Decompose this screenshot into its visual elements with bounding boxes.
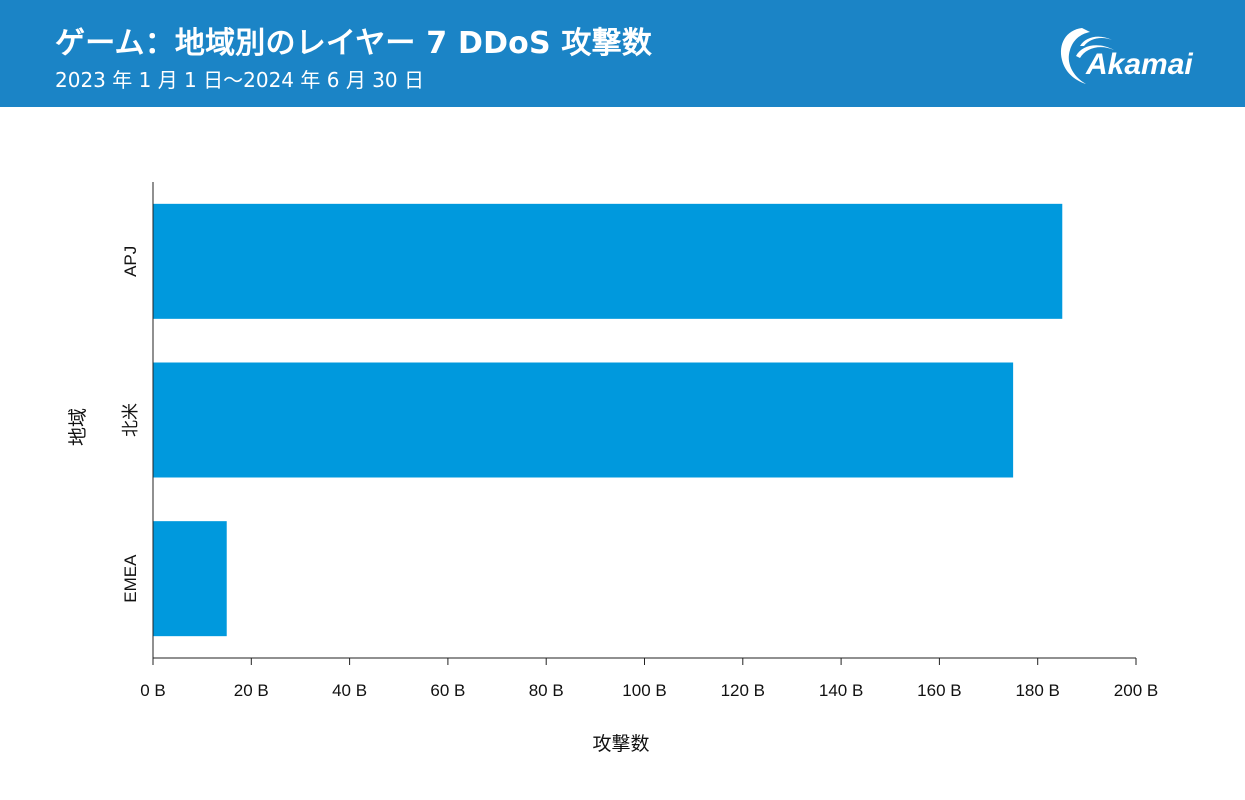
y-axis-title: 地域: [67, 408, 89, 446]
axes-group: APJ 北米 EMEA 0 B 20 B 40 B 60 B 80 B 100 B 120 B 14…: [121, 182, 1158, 700]
x-tick-label: 80 B: [529, 681, 564, 700]
bar-0: [153, 203, 1063, 319]
x-tick-label: 120 B: [721, 681, 765, 700]
x-tick-label: 140 B: [819, 681, 863, 700]
x-tick-label: 100 B: [622, 681, 666, 700]
x-tick-label: 40 B: [332, 681, 367, 700]
y-tick-label: EMEA: [121, 554, 140, 603]
bar-1: [153, 362, 1014, 478]
x-tick-label: 20 B: [234, 681, 269, 700]
logo-text: Akamai: [1085, 48, 1193, 81]
x-tick-label: 180 B: [1015, 681, 1059, 700]
x-tick-label: 200 B: [1114, 681, 1158, 700]
y-tick-label: APJ: [121, 246, 140, 277]
chart-subtitle: 2023 年 1 月 1 日～2024 年 6 月 30 日: [55, 68, 424, 92]
x-tick-label: 0 B: [140, 681, 166, 700]
chart-title: ゲーム：地域別のレイヤー 7 DDoS 攻撃数: [55, 26, 653, 61]
y-tick-label: 北米: [121, 403, 140, 437]
bars-group: [153, 203, 1063, 637]
akamai-logo: Akamai: [1060, 28, 1193, 84]
x-tick-label: 60 B: [430, 681, 465, 700]
x-tick-label: 160 B: [917, 681, 961, 700]
x-axis-title: 攻撃数: [592, 733, 649, 755]
bar-2: [153, 521, 227, 637]
chart-header: ゲーム：地域別のレイヤー 7 DDoS 攻撃数 2023 年 1 月 1 日～2…: [0, 0, 1245, 107]
bar-chart: APJ 北米 EMEA 0 B 20 B 40 B 60 B 80 B 100 B 120 B 14…: [67, 182, 1158, 755]
